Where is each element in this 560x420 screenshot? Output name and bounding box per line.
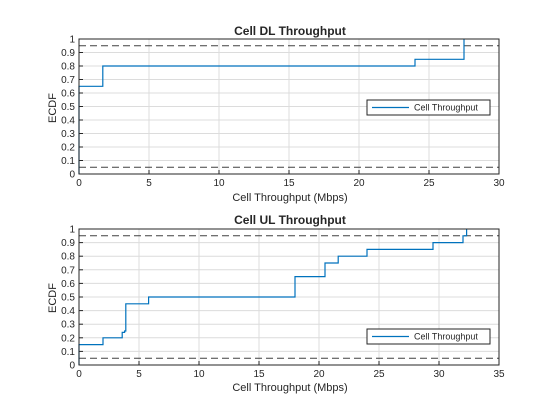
ul-y-tick-label: 0.7	[61, 265, 75, 276]
dl-chart-title: Cell DL Throughput	[234, 24, 346, 38]
ul-y-tick-label: 0	[69, 361, 75, 372]
ul-x-tick-label: 0	[76, 369, 82, 380]
dl-x-tick-label: 0	[76, 178, 82, 189]
ul-y-tick-label: 0.3	[61, 320, 75, 331]
ul-x-tick-label: 5	[136, 369, 142, 380]
ul-y-tick-label: 0.4	[61, 306, 75, 317]
ul-x-tick-label: 35	[493, 369, 505, 380]
dl-x-axis-label: Cell Throughput (Mbps)	[232, 192, 347, 204]
ul-y-tick-label: 0.2	[61, 333, 75, 344]
ul-y-tick-label: 1	[69, 225, 75, 236]
ul-legend-box	[366, 328, 491, 345]
dl-y-tick-label: 0	[69, 170, 75, 181]
dl-ecdf-series-line	[78, 39, 465, 174]
dl-y-tick-label: 0.7	[61, 75, 75, 86]
dl-x-tick-label: 30	[493, 178, 505, 189]
dl-legend-box	[366, 99, 491, 116]
dl-y-tick-label: 1	[69, 35, 75, 46]
ul-chart-title: Cell UL Throughput	[234, 213, 346, 227]
dl-y-tick-label: 0.8	[61, 62, 75, 73]
ul-legend-label: Cell Throughput	[414, 332, 478, 342]
ul-x-tick-label: 10	[193, 369, 205, 380]
ul-y-tick-label: 0.8	[61, 252, 75, 263]
ul-y-tick-label: 0.5	[61, 293, 75, 304]
dl-y-tick-label: 0.5	[61, 102, 75, 113]
ul-y-tick-label: 0.1	[61, 347, 75, 358]
ul-legend[interactable]: Cell Throughput	[366, 328, 491, 345]
ul-x-tick-label: 30	[433, 369, 445, 380]
dl-y-tick-label: 0.9	[61, 48, 75, 59]
dl-legend[interactable]: Cell Throughput	[366, 99, 491, 116]
dl-throughput-axes: 0 5 10 15 20 25 3000.10.20.30.40.50.60.70.80.9…	[47, 24, 505, 204]
ul-throughput-axes: 0 5 10 15 20 25 30 3500.10.20.30.40.50.60.70.80…	[47, 213, 505, 394]
dl-y-tick-label: 0.4	[61, 116, 75, 127]
dl-x-tick-label: 15	[283, 178, 295, 189]
ul-y-axis-label: ECDF	[47, 283, 59, 313]
dl-legend-label: Cell Throughput	[414, 103, 478, 113]
ul-y-tick-label: 0.9	[61, 238, 75, 249]
ul-x-tick-label: 25	[373, 369, 385, 380]
dl-x-tick-label: 5	[146, 178, 152, 189]
dl-y-tick-label: 0.1	[61, 156, 75, 167]
dl-y-tick-label: 0.2	[61, 143, 75, 154]
dl-y-axis-label: ECDF	[47, 93, 59, 123]
ul-x-tick-label: 20	[313, 369, 325, 380]
dl-x-tick-label: 25	[423, 178, 435, 189]
ul-x-axis-label: Cell Throughput (Mbps)	[232, 382, 347, 394]
dl-x-tick-label: 20	[353, 178, 365, 189]
ul-y-tick-label: 0.6	[61, 279, 75, 290]
dl-x-tick-label: 10	[213, 178, 225, 189]
dl-y-tick-label: 0.3	[61, 129, 75, 140]
ul-x-tick-label: 15	[253, 369, 265, 380]
ul-ecdf-series-line	[78, 229, 468, 365]
dl-y-tick-label: 0.6	[61, 89, 75, 100]
